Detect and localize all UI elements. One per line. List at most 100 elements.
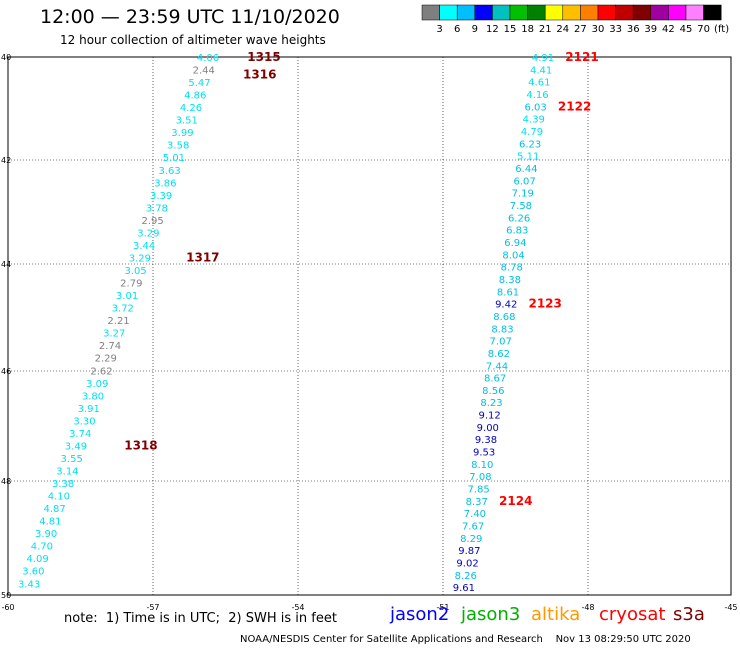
swh-value: 2.44 (193, 66, 215, 77)
legend-tick-39: 39 (644, 24, 657, 35)
swh-value: 4.09 (26, 554, 48, 565)
swh-value: 9.53 (473, 448, 495, 459)
swh-value: 4.91 (532, 53, 554, 64)
time-label-2123: 2123 (528, 297, 561, 311)
time-label-1316: 1316 (243, 68, 276, 82)
swh-value: 8.83 (491, 324, 513, 335)
lat-label-46: 46 (1, 367, 11, 376)
swh-value: 3.99 (171, 128, 193, 139)
legend-tick-45: 45 (680, 24, 693, 35)
swh-value: 3.90 (35, 529, 57, 540)
swh-value: 9.42 (495, 300, 517, 311)
swh-value: 3.01 (116, 291, 138, 302)
swh-value: 7.44 (486, 361, 508, 372)
lat-label-42: 42 (1, 156, 11, 165)
swh-value: 9.38 (475, 435, 497, 446)
legend-unit: (ft) (714, 24, 729, 35)
swh-value: 9.00 (477, 423, 499, 434)
credit-text: NOAA/NESDIS Center for Satellite Applica… (240, 634, 543, 645)
legend-tick-70: 70 (697, 24, 710, 35)
legend-tick-27: 27 (574, 24, 587, 35)
legend-tick-21: 21 (539, 24, 552, 35)
lon-label-5: -45 (724, 603, 737, 612)
lat-label-44: 44 (1, 260, 11, 269)
legend-tick-36: 36 (627, 24, 640, 35)
satellite-label-cryosat: cryosat (599, 604, 666, 625)
footer-note: note: 1) Time is in UTC; 2) SWH is in fe… (64, 611, 337, 626)
satellite-label-altika: altika (531, 604, 581, 625)
swh-value: 3.58 (167, 141, 189, 152)
swh-value: 3.55 (61, 454, 83, 465)
swh-value: 3.38 (52, 479, 74, 490)
swh-value: 9.02 (456, 559, 478, 570)
swh-value: 4.06 (197, 53, 219, 64)
swh-value: 4.81 (39, 517, 61, 528)
legend-tick-24: 24 (556, 24, 569, 35)
swh-value: 8.23 (480, 398, 502, 409)
swh-value: 3.14 (56, 466, 78, 477)
swh-value: 5.47 (188, 78, 210, 89)
legend-tick-30: 30 (592, 24, 605, 35)
swh-value: 2.21 (107, 316, 129, 327)
track-east: 4.914.41 4.614.166.03 4.394.796.23 5.116.44… (453, 50, 599, 594)
swh-value: 3.05 (124, 266, 146, 277)
swh-value: 6.03 (525, 102, 547, 113)
swh-value: 3.30 (73, 416, 95, 427)
swh-value: 3.44 (133, 241, 155, 252)
time-label-1318: 1318 (124, 438, 157, 452)
swh-value: 4.87 (44, 504, 66, 515)
lat-label-48: 48 (1, 477, 11, 486)
satellite-label-jason3: jason3 (461, 604, 521, 625)
swh-value: 8.56 (482, 386, 504, 397)
swh-value: 3.78 (146, 203, 168, 214)
swh-value: 4.10 (48, 492, 70, 503)
time-label-2124: 2124 (499, 494, 532, 508)
swh-value: 7.67 (462, 522, 484, 533)
swh-value: 8.10 (471, 460, 493, 471)
lon-label-1: -57 (146, 603, 159, 612)
legend-tick-18: 18 (521, 24, 534, 35)
swh-value: 4.61 (528, 78, 550, 89)
track-west: 4.06 2.445.47 4.864.26 3.513.99 3.585.01 3.63… (18, 50, 281, 590)
swh-value: 8.62 (488, 349, 510, 360)
swh-value: 8.78 (501, 263, 523, 274)
swh-value: 7.19 (512, 189, 534, 200)
swh-value: 9.61 (453, 583, 475, 594)
lon-label-4: -48 (581, 603, 594, 612)
swh-value: 3.91 (78, 404, 100, 415)
swh-value: 8.61 (497, 287, 519, 298)
swh-value: 3.49 (65, 441, 87, 452)
swh-value: 4.70 (31, 542, 53, 553)
legend-tick-9: 9 (472, 24, 478, 35)
swh-value: 8.38 (499, 275, 521, 286)
time-label-2121: 2121 (565, 50, 598, 64)
color-scale-legend: 3 6 9 12 15 18 21 24 27 30 33 36 39 42 45 70 (ft) (421, 4, 729, 35)
swh-value: 2.62 (90, 366, 112, 377)
time-label-2122: 2122 (558, 99, 591, 113)
swh-value: 3.39 (150, 191, 172, 202)
legend-tick-15: 15 (504, 24, 517, 35)
swh-value: 8.29 (460, 534, 482, 545)
swh-value: 8.67 (484, 374, 506, 385)
swh-value: 4.79 (521, 127, 543, 138)
swh-value: 7.08 (469, 472, 491, 483)
lat-label-50: 50 (1, 591, 11, 600)
swh-value: 4.16 (526, 90, 548, 101)
swh-value: 7.58 (510, 201, 532, 212)
swh-value: 6.23 (519, 139, 541, 150)
generated-timestamp: Nov 13 08:29:50 UTC 2020 (555, 634, 691, 645)
lat-label-40: 40 (1, 53, 11, 62)
swh-value: 7.85 (467, 485, 489, 496)
time-label-1315: 1315 (247, 50, 280, 64)
swh-value: 6.44 (515, 164, 537, 175)
swh-value: 3.80 (82, 391, 104, 402)
swh-value: 3.29 (129, 253, 151, 264)
lon-label-3: -51 (436, 603, 449, 612)
swh-value: 4.26 (180, 103, 202, 114)
lon-label-2: -54 (291, 603, 304, 612)
footer-credit: NOAA/NESDIS Center for Satellite Applica… (240, 634, 691, 645)
legend-tick-3: 3 (436, 24, 442, 35)
map-title: 12:00 — 23:59 UTC 11/10/2020 (40, 6, 340, 28)
swh-value: 6.07 (513, 176, 535, 187)
